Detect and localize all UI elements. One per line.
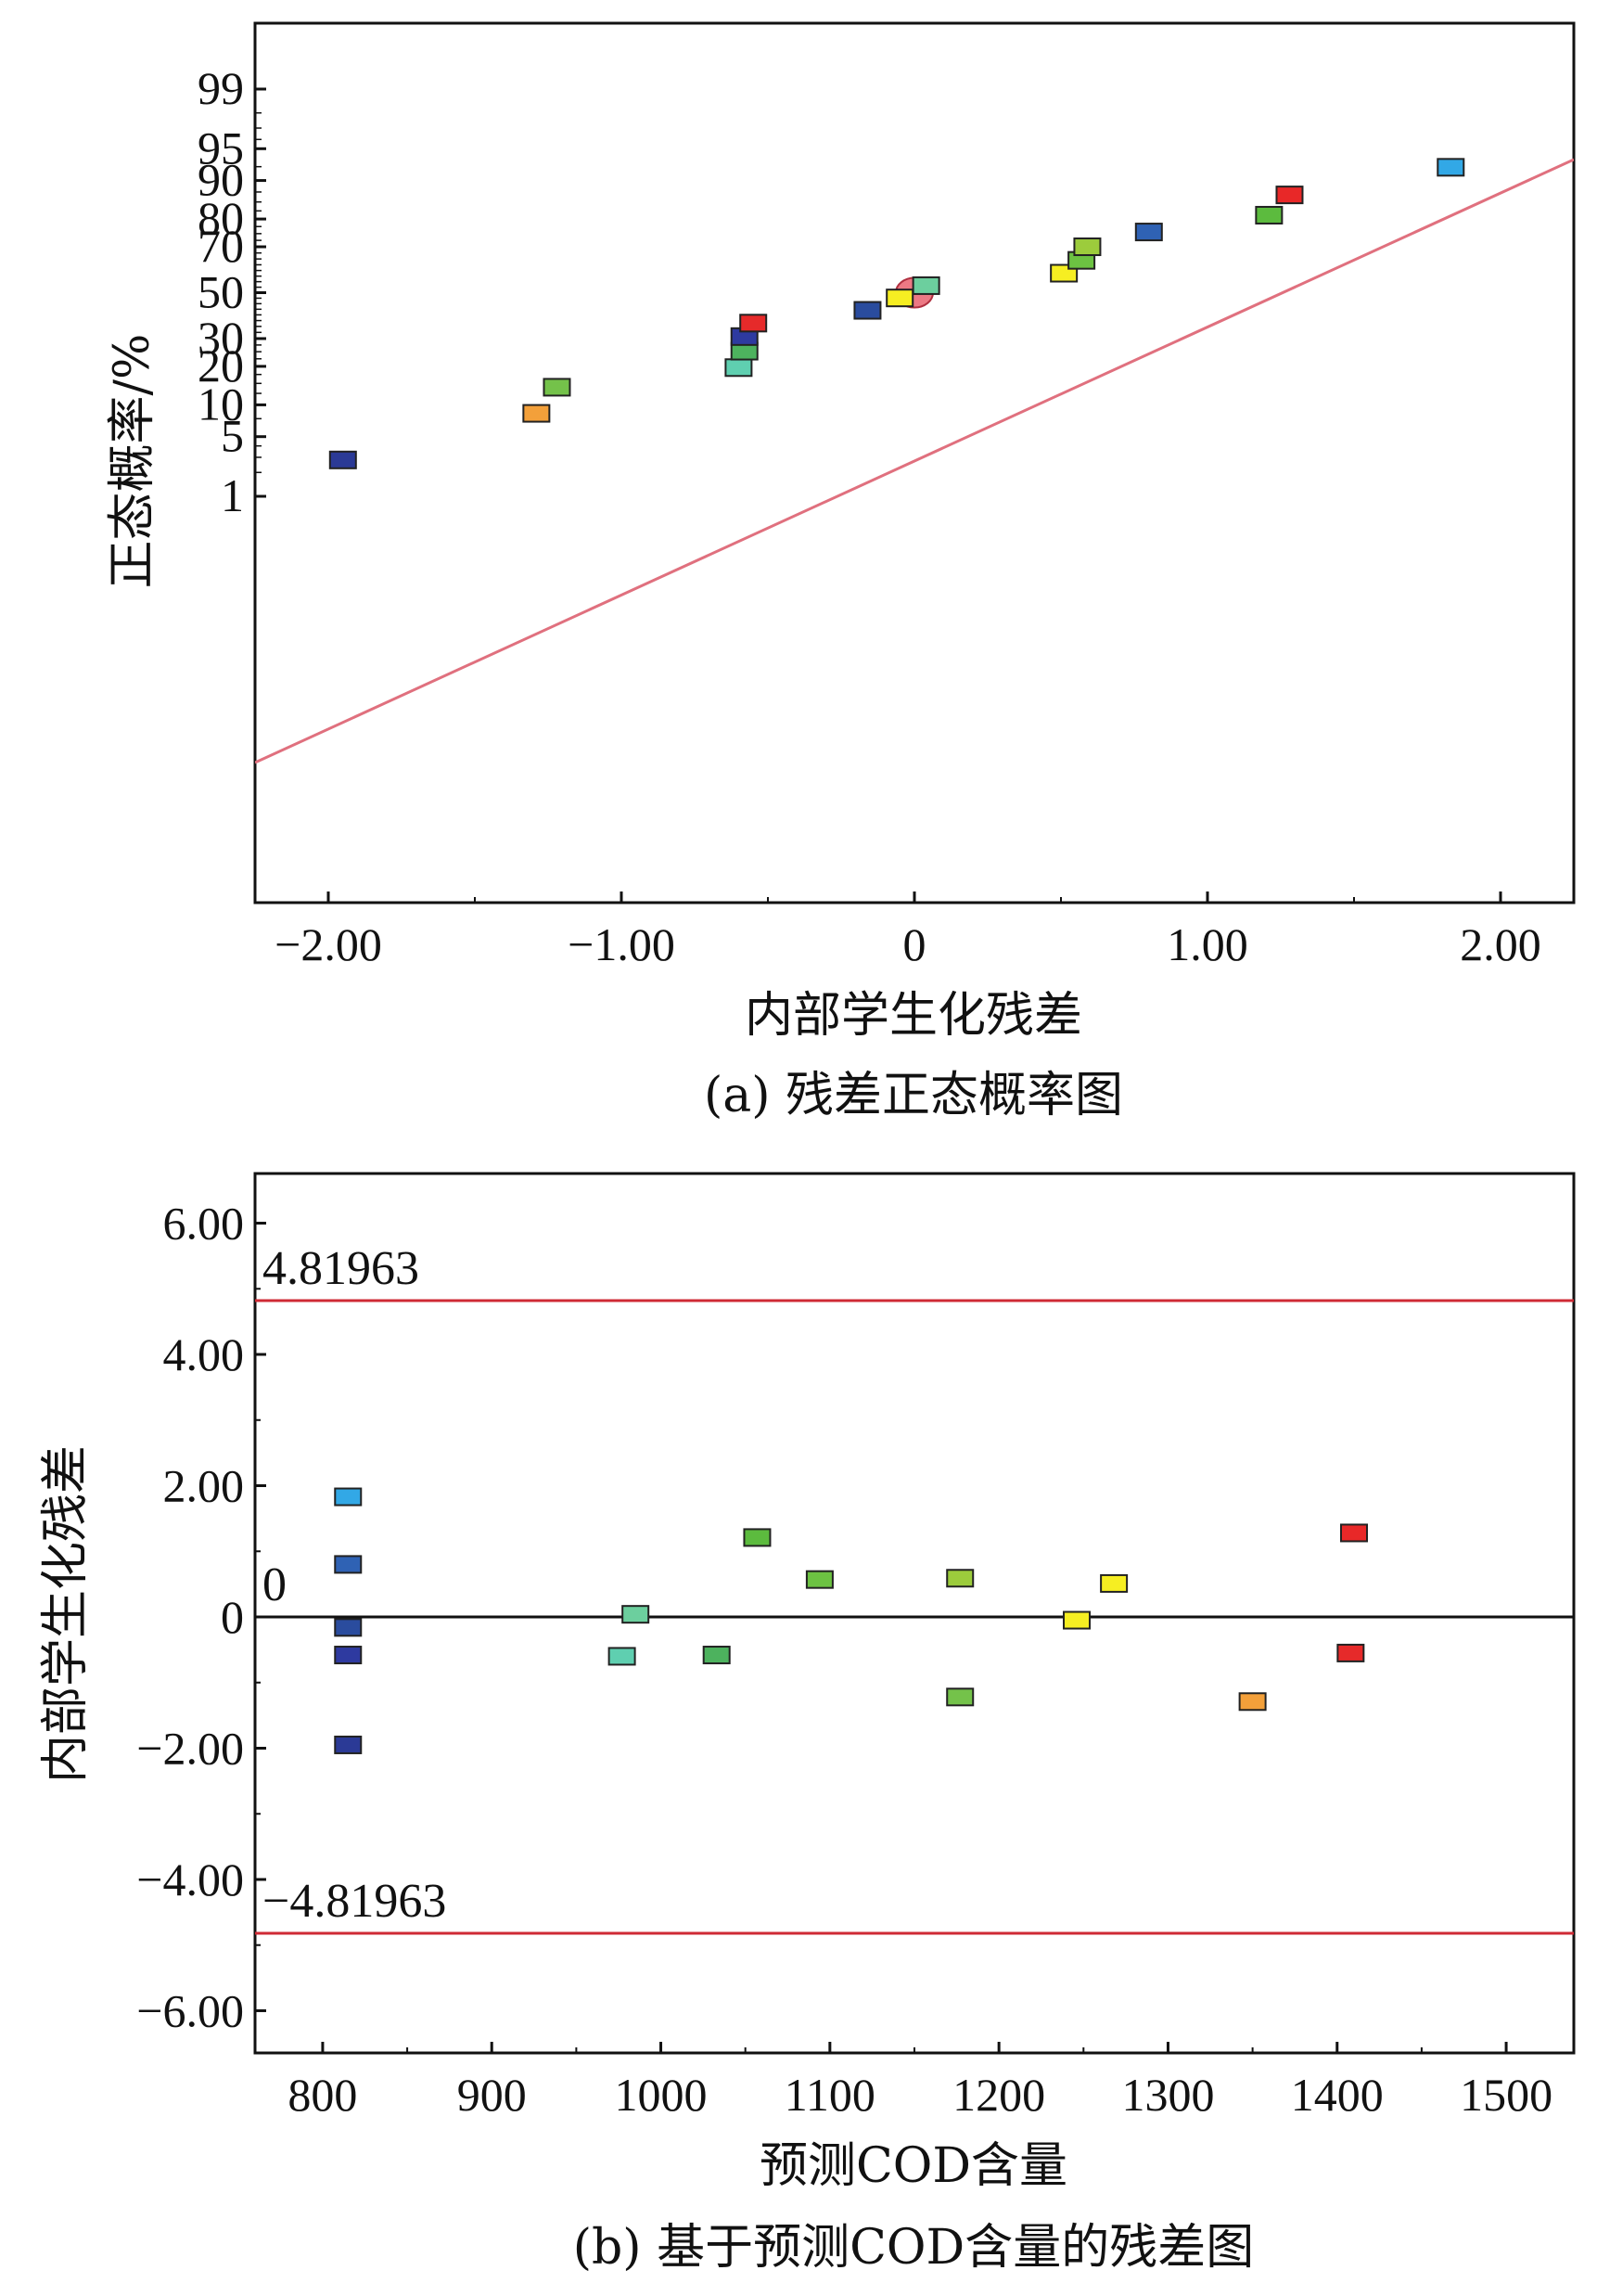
a-y-tick-label: 5 — [221, 410, 244, 462]
b-data-point — [334, 1735, 363, 1754]
chart-a-ylabel: 正态概率/% — [105, 334, 160, 589]
a-data-point — [1275, 186, 1304, 205]
a-y-tick-label: 10 — [198, 378, 244, 430]
b-y-tick-label: 6.00 — [163, 1198, 245, 1250]
b-data-point — [805, 1570, 834, 1589]
a-data-point — [328, 450, 357, 469]
chart-b-ylabel: 内部学生化残差 — [38, 1445, 94, 1783]
a-data-point — [724, 358, 753, 378]
b-data-point — [334, 1487, 363, 1507]
a-data-point — [1255, 205, 1284, 224]
b-data-point — [334, 1618, 363, 1637]
a-data-point — [853, 301, 882, 320]
a-x-tick-label: −1.00 — [568, 918, 675, 970]
b-y-tick-label: 4.00 — [163, 1328, 245, 1380]
b-data-point — [607, 1647, 636, 1666]
b-data-point — [946, 1687, 975, 1707]
a-data-point — [1073, 237, 1102, 257]
b-data-point — [1336, 1643, 1365, 1662]
b-data-point — [743, 1528, 772, 1547]
a-y-tick-label: 90 — [198, 154, 244, 206]
b-y-tick-label: 0 — [221, 1591, 244, 1643]
a-data-point — [1134, 223, 1163, 242]
b-data-point — [1340, 1523, 1368, 1543]
b-data-point — [1100, 1573, 1129, 1593]
b-x-tick-label: 1400 — [1291, 2069, 1384, 2121]
b-x-tick-label: 1300 — [1121, 2069, 1214, 2121]
a-y-tick-label: 99 — [198, 62, 244, 114]
b-y-tick-label: −2.00 — [136, 1722, 244, 1774]
a-data-point — [739, 314, 768, 333]
b-y-tick-label: 2.00 — [163, 1460, 245, 1512]
a-data-point — [912, 276, 940, 295]
b-y-tick-label: −4.00 — [136, 1853, 244, 1905]
b-data-point — [1238, 1692, 1267, 1712]
a-y-tick-label: 95 — [198, 122, 244, 173]
b-x-tick-label: 1500 — [1460, 2069, 1552, 2121]
b-data-point — [621, 1605, 650, 1624]
a-data-point — [1437, 158, 1465, 177]
b-data-point — [946, 1569, 975, 1588]
b-data-point — [1063, 1610, 1092, 1630]
b-x-tick-label: 800 — [287, 2069, 357, 2121]
chart-b: 800 900 1000 1100 1200 1300 1400 1500 6.00 4.00 2… — [38, 1172, 1576, 2276]
a-fit-line — [255, 158, 1574, 764]
a-x-tick-label: 2.00 — [1460, 918, 1541, 970]
a-y-tick-label: 50 — [198, 266, 244, 318]
b-x-tick-label: 1000 — [615, 2069, 708, 2121]
chart-a-caption: (a) 残差正态概率图 — [704, 1068, 1123, 1123]
chart-b-plot-frame — [253, 1172, 1576, 2055]
a-y-tick-label: 1 — [221, 469, 244, 521]
a-y-tick-label: 20 — [198, 340, 244, 391]
b-data-point — [702, 1646, 731, 1665]
a-y-tick-label: 70 — [198, 220, 244, 272]
b-x-tick-label: 1200 — [952, 2069, 1045, 2121]
a-x-tick-label: 1.00 — [1167, 918, 1248, 970]
a-data-point — [543, 378, 571, 397]
chart-b-caption: (b) 基于预测COD含量的残差图 — [573, 2220, 1255, 2276]
chart-b-xlabel: 预测COD含量 — [760, 2138, 1067, 2194]
chart-a-xlabel: 内部学生化残差 — [745, 988, 1082, 1044]
a-data-point — [886, 289, 914, 308]
a-y-tick-label: 30 — [198, 312, 244, 364]
a-x-tick-label: 0 — [903, 918, 926, 970]
a-y-tick-label: 80 — [198, 192, 244, 244]
b-y-tick-label: −6.00 — [136, 1984, 244, 2036]
b-limit-label: 4.81963 — [262, 1242, 419, 1295]
b-limit-label: −4.81963 — [262, 1875, 446, 1928]
a-x-tick-label: −2.00 — [275, 918, 382, 970]
a-data-point — [522, 404, 551, 423]
b-x-tick-label: 900 — [457, 2069, 527, 2121]
chart-a-plot-frame — [253, 21, 1576, 904]
b-x-tick-label: 1100 — [785, 2069, 875, 2121]
b-data-point — [334, 1646, 363, 1665]
b-zero-label: 0 — [262, 1558, 287, 1611]
b-data-point — [334, 1555, 363, 1574]
